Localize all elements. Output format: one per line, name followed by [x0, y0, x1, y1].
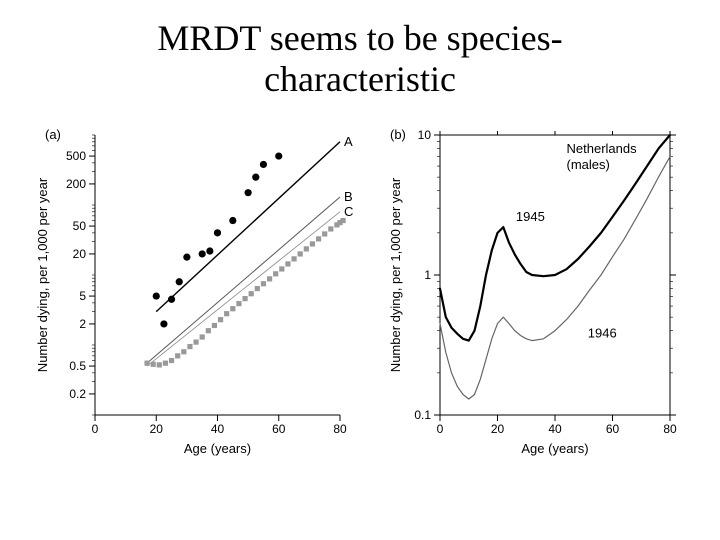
svg-text:(a): (a) — [45, 127, 61, 142]
slide: { "title_line1": "MRDT seems to be speci… — [0, 0, 720, 540]
charts-svg: (a)0.20.5252050200500020406080Age (years… — [30, 125, 690, 485]
svg-text:0.5: 0.5 — [69, 359, 86, 373]
svg-text:60: 60 — [272, 422, 286, 436]
svg-text:80: 80 — [333, 422, 347, 436]
svg-text:20: 20 — [73, 247, 87, 261]
svg-text:(males): (males) — [567, 157, 610, 172]
svg-text:Number dying, per 1,000 per ye: Number dying, per 1,000 per year — [388, 177, 403, 372]
page-title: MRDT seems to be species- characteristic — [0, 18, 720, 101]
svg-text:20: 20 — [491, 422, 505, 436]
svg-text:A: A — [344, 134, 353, 149]
svg-text:1946: 1946 — [588, 326, 617, 341]
svg-text:0: 0 — [437, 422, 444, 436]
svg-text:5: 5 — [79, 289, 86, 303]
svg-text:Netherlands: Netherlands — [567, 141, 638, 156]
svg-text:Number dying, per 1,000 per ye: Number dying, per 1,000 per year — [35, 177, 50, 372]
svg-text:50: 50 — [73, 219, 87, 233]
svg-text:40: 40 — [211, 422, 225, 436]
svg-text:200: 200 — [66, 177, 86, 191]
svg-text:0: 0 — [92, 422, 99, 436]
svg-text:Age (years): Age (years) — [521, 441, 588, 456]
title-line-1: MRDT seems to be species- — [157, 18, 562, 58]
svg-text:2: 2 — [79, 317, 86, 331]
svg-text:500: 500 — [66, 149, 86, 163]
svg-text:B: B — [344, 189, 353, 204]
svg-text:20: 20 — [150, 422, 164, 436]
charts-row: (a)0.20.5252050200500020406080Age (years… — [30, 125, 690, 485]
svg-text:Age (years): Age (years) — [184, 441, 251, 456]
svg-text:1945: 1945 — [516, 209, 545, 224]
svg-text:80: 80 — [663, 422, 677, 436]
svg-text:0.1: 0.1 — [414, 408, 431, 422]
svg-text:60: 60 — [606, 422, 620, 436]
svg-text:0.2: 0.2 — [69, 387, 86, 401]
svg-text:40: 40 — [548, 422, 562, 436]
svg-text:10: 10 — [418, 128, 432, 142]
title-line-2: characteristic — [264, 59, 456, 99]
svg-text:1: 1 — [424, 268, 431, 282]
svg-text:C: C — [344, 204, 353, 219]
svg-text:(b): (b) — [390, 127, 406, 142]
